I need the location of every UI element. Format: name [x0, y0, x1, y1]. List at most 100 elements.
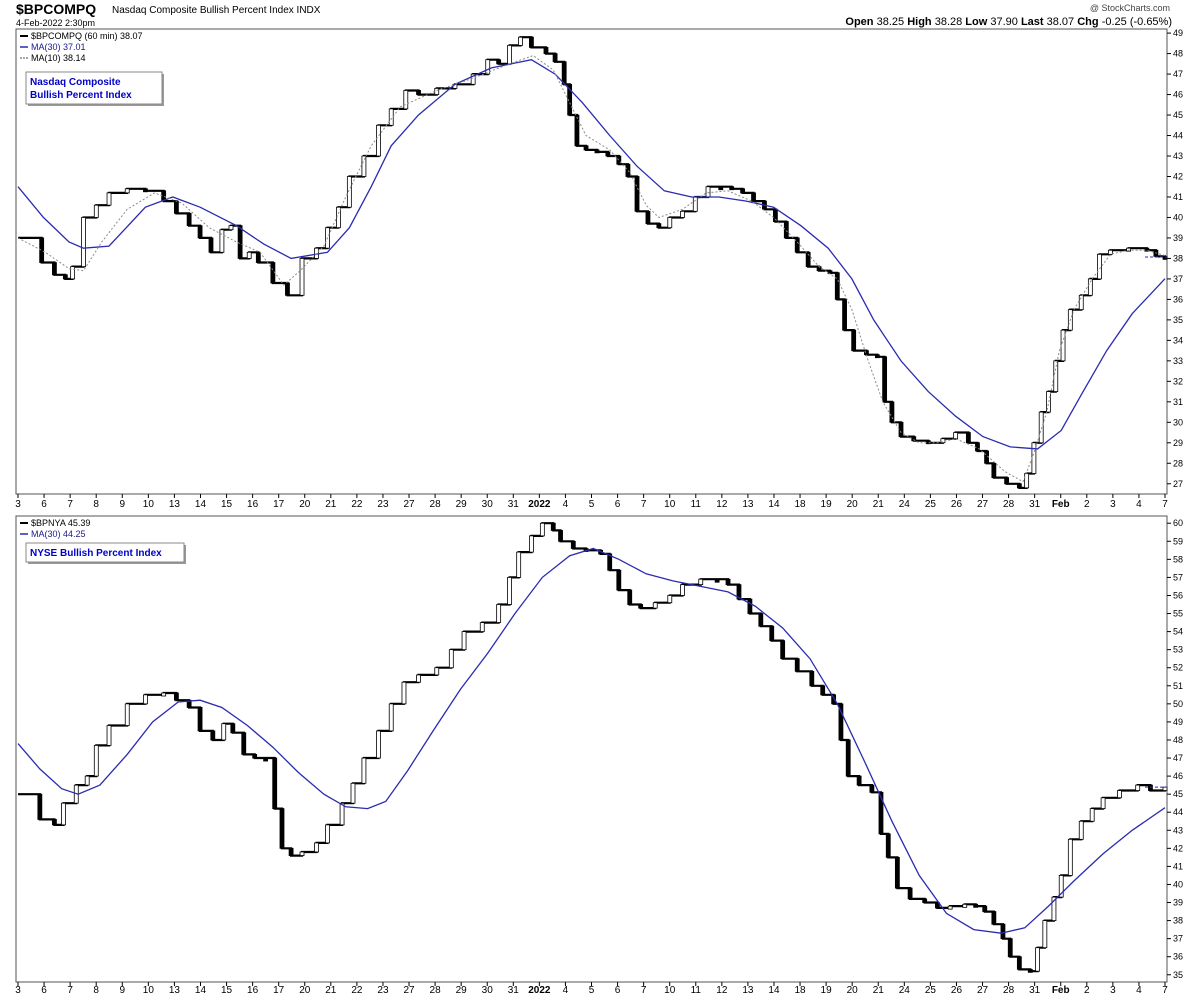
price-candle	[820, 685, 826, 696]
legend-entry: MA(30) 44.25	[31, 529, 86, 539]
y-tick-label: 49	[1173, 28, 1183, 38]
low-label: Low	[965, 16, 988, 28]
y-tick-label: 43	[1173, 825, 1183, 835]
price-candle	[692, 196, 698, 212]
y-tick-label: 38	[1173, 253, 1183, 263]
price-candle	[388, 108, 394, 126]
price-candle	[228, 225, 234, 231]
price-candle	[953, 432, 959, 440]
price-candle	[973, 903, 979, 908]
price-candle	[1089, 808, 1095, 822]
last-value: 38.07	[1046, 16, 1075, 28]
x-tick-label: 30	[482, 499, 494, 510]
x-tick-label: 22	[351, 499, 363, 510]
price-candle	[252, 754, 258, 759]
price-candle	[1078, 294, 1084, 311]
ma30-series	[17, 59, 1166, 450]
legend-box	[25, 71, 163, 105]
price-candle	[246, 251, 252, 259]
price-candle	[403, 90, 409, 110]
y-tick-label: 59	[1173, 536, 1183, 546]
price-candle	[52, 819, 57, 826]
y-tick-label: 44	[1173, 131, 1183, 141]
y-tick-label: 35	[1173, 315, 1183, 325]
price-candle	[962, 903, 968, 908]
x-tick-label: 29	[456, 499, 468, 510]
price-candle	[561, 61, 567, 85]
price-candle	[889, 401, 895, 423]
stockcharts-credit[interactable]: @ StockCharts.com	[1089, 3, 1170, 13]
price-candle	[809, 670, 815, 687]
x-tick-label: 28	[430, 985, 442, 996]
price-candle	[448, 649, 454, 669]
price-candle	[816, 266, 822, 272]
price-candle	[221, 723, 227, 741]
price-candle	[772, 208, 778, 222]
y-tick-label: 27	[1173, 479, 1183, 489]
x-tick-label: 24	[899, 499, 911, 510]
legend-entry: $BPNYA 45.39	[31, 518, 90, 528]
x-tick-label: 5	[589, 499, 595, 510]
x-tick-label: 6	[615, 985, 621, 996]
x-tick-label: 12	[716, 499, 728, 510]
y-tick-label: 57	[1173, 572, 1183, 582]
x-tick-label: 12	[716, 985, 728, 996]
price-candle	[869, 784, 875, 793]
x-tick-label: 10	[664, 985, 676, 996]
index-name: Nasdaq Composite Bullish Percent Index	[112, 5, 294, 16]
price-candle	[769, 625, 775, 642]
price-candle	[1060, 329, 1066, 362]
y-tick-label: 47	[1173, 69, 1183, 79]
price-candle	[93, 204, 99, 218]
price-candle	[645, 210, 651, 225]
x-tick-label: 13	[169, 499, 181, 510]
price-candle	[518, 36, 523, 46]
price-candle	[81, 217, 86, 268]
price-candle	[616, 155, 622, 165]
x-tick-label: Feb	[1052, 985, 1070, 996]
x-tick-label: 14	[195, 499, 207, 510]
price-candle	[885, 833, 891, 858]
chg-value: -0.25 (-0.65%)	[1101, 16, 1172, 28]
x-tick-label: 15	[221, 499, 233, 510]
y-tick-label: 47	[1173, 753, 1183, 763]
x-tick-label: 6	[41, 985, 47, 996]
price-candle	[336, 206, 341, 229]
price-candle	[805, 251, 811, 268]
x-tick-label: 21	[325, 499, 337, 510]
price-candle	[638, 604, 644, 609]
price-candle	[1087, 278, 1093, 296]
x-tick-label: 2022	[528, 985, 551, 996]
price-candle	[516, 551, 522, 578]
x-tick-label: 7	[67, 985, 73, 996]
price-candle	[838, 703, 844, 741]
x-tick-label: 17	[273, 985, 285, 996]
x-tick-label: 6	[41, 499, 47, 510]
y-tick-label: 34	[1173, 335, 1183, 345]
x-tick-label: 10	[143, 499, 155, 510]
x-tick-label: 7	[641, 985, 647, 996]
x-tick-label: 16	[247, 499, 259, 510]
price-candle	[652, 602, 658, 609]
price-candle	[605, 151, 611, 157]
last-label: Last	[1020, 16, 1044, 28]
x-tick-label: 9	[119, 499, 125, 510]
price-candle	[161, 692, 167, 697]
price-candle	[925, 440, 931, 445]
y-tick-label: 40	[1173, 879, 1183, 889]
x-tick-label: 20	[299, 985, 311, 996]
price-candle	[583, 145, 589, 151]
x-tick-label: 4	[563, 499, 569, 510]
price-candle	[758, 613, 764, 627]
price-candle	[299, 851, 305, 856]
price-candle	[219, 229, 225, 253]
chart-panel-1: 2728293031323334353637383940414243444546…	[15, 28, 1183, 510]
price-candle	[230, 723, 236, 734]
y-tick-label: 39	[1173, 898, 1183, 908]
chart-title: Nasdaq Composite Bullish Percent Index I…	[112, 5, 320, 16]
y-tick-label: 48	[1173, 49, 1183, 59]
legend-box	[25, 542, 185, 563]
price-candle	[543, 47, 549, 54]
price-candle	[143, 188, 148, 193]
